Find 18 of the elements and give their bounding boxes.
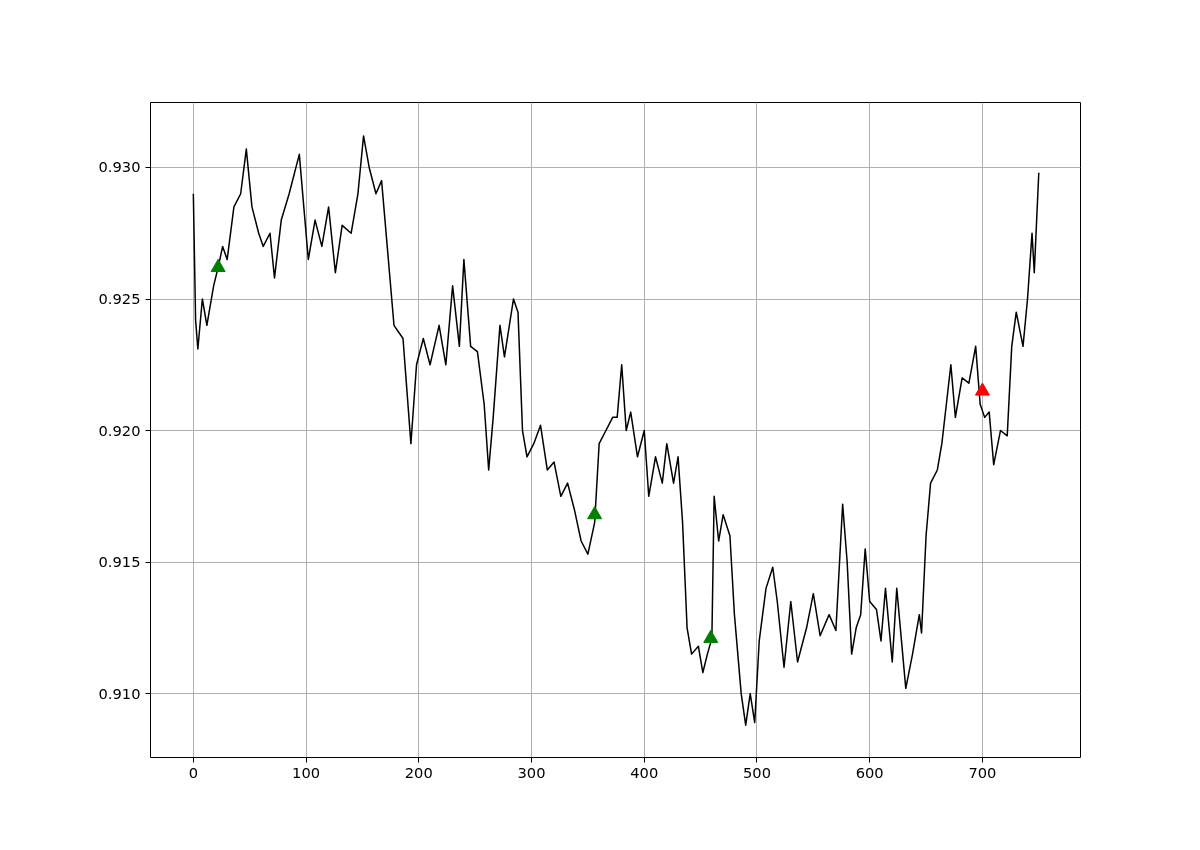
- x-tick-label: 600: [855, 763, 884, 781]
- x-tick-label: 200: [404, 763, 433, 781]
- point: [210, 258, 226, 272]
- x-tick-label: 500: [742, 763, 771, 781]
- x-tick-label: 0: [188, 763, 198, 781]
- point: [974, 382, 990, 396]
- y-tick-label: 0.920: [98, 421, 141, 439]
- y-tick-label: 0.925: [98, 290, 141, 307]
- x-tick-label: 100: [292, 763, 321, 781]
- point: [587, 506, 603, 520]
- point: [703, 629, 719, 643]
- y-tick-label: 0.915: [98, 553, 141, 571]
- x-tick-label: 700: [968, 763, 997, 781]
- line-series: [192, 135, 1040, 726]
- y-tick-label: 0.930: [98, 158, 141, 176]
- x-tick-label: 400: [630, 763, 659, 781]
- x-tick-label: 300: [517, 763, 546, 781]
- y-tick-label: 0.910: [98, 684, 141, 702]
